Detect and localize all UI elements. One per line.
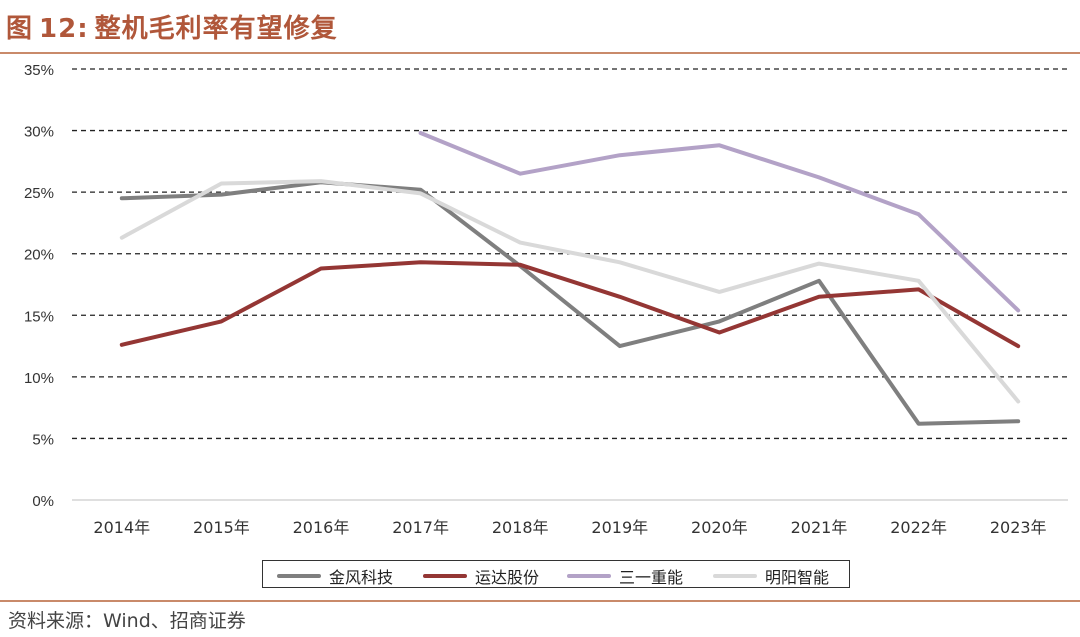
legend-item: 明阳智能	[713, 564, 829, 588]
y-tick-label: 10%	[24, 370, 54, 387]
x-tick-labels: 2014年 2015年 2016年 2017年 2018年 2019年 2020年 2021年…	[93, 518, 1046, 537]
x-tick-label: 2018年	[492, 518, 549, 537]
series-line-4	[119, 179, 1021, 404]
bottom-divider	[0, 600, 1080, 602]
top-divider	[0, 52, 1080, 54]
series-line-1	[119, 180, 1021, 426]
figure-label: 图	[6, 14, 34, 44]
figure-title: 整机毛利率有望修复	[94, 14, 338, 44]
y-tick-label: 20%	[24, 247, 54, 264]
legend: 金风科技 运达股份 三一重能 明阳智能	[262, 560, 850, 588]
y-tick-label: 15%	[24, 308, 54, 325]
x-tick-label: 2021年	[791, 518, 848, 537]
legend-swatch	[423, 574, 467, 578]
line-chart: 0%5%10%15%20%25%30%35% 2014年 2015年 2016年 20…	[24, 62, 1068, 537]
legend-item: 运达股份	[423, 564, 539, 588]
y-tick-labels: 0% 5% 10% 15% 20% 25% 30% 35%	[24, 62, 54, 510]
y-tick-label: 25%	[24, 185, 54, 202]
x-tick-label: 2023年	[990, 518, 1047, 537]
legend-label: 金风科技	[329, 568, 394, 587]
grid-layer	[72, 68, 1068, 501]
legend-label: 明阳智能	[765, 568, 830, 587]
x-tick-label: 2022年	[890, 518, 947, 537]
legend-item: 金风科技	[277, 564, 393, 588]
legend-swatch	[567, 574, 611, 578]
y-tick-label: 0%	[32, 493, 54, 510]
y-tick-label: 35%	[24, 62, 54, 79]
x-tick-label: 2017年	[392, 518, 449, 537]
x-tick-label: 2019年	[591, 518, 648, 537]
legend-item: 三一重能	[567, 564, 683, 588]
series-line-3	[418, 131, 1021, 313]
y-tick-label: 5%	[32, 431, 54, 448]
chart-title: 图 12: 整机毛利率有望修复	[6, 8, 338, 45]
source-note: 资料来源：Wind、招商证券	[8, 610, 246, 632]
series-line-2	[119, 260, 1021, 349]
x-tick-label: 2020年	[691, 518, 748, 537]
series-lines	[119, 131, 1021, 426]
x-tick-label: 2016年	[293, 518, 350, 537]
legend-label: 运达股份	[475, 568, 540, 587]
legend-swatch	[277, 574, 321, 578]
y-tick-label: 30%	[24, 124, 54, 141]
x-tick-label: 2014年	[93, 518, 150, 537]
figure-number: 12:	[39, 14, 89, 44]
x-tick-label: 2015年	[193, 518, 250, 537]
legend-label: 三一重能	[619, 568, 684, 587]
legend-swatch	[713, 574, 757, 578]
